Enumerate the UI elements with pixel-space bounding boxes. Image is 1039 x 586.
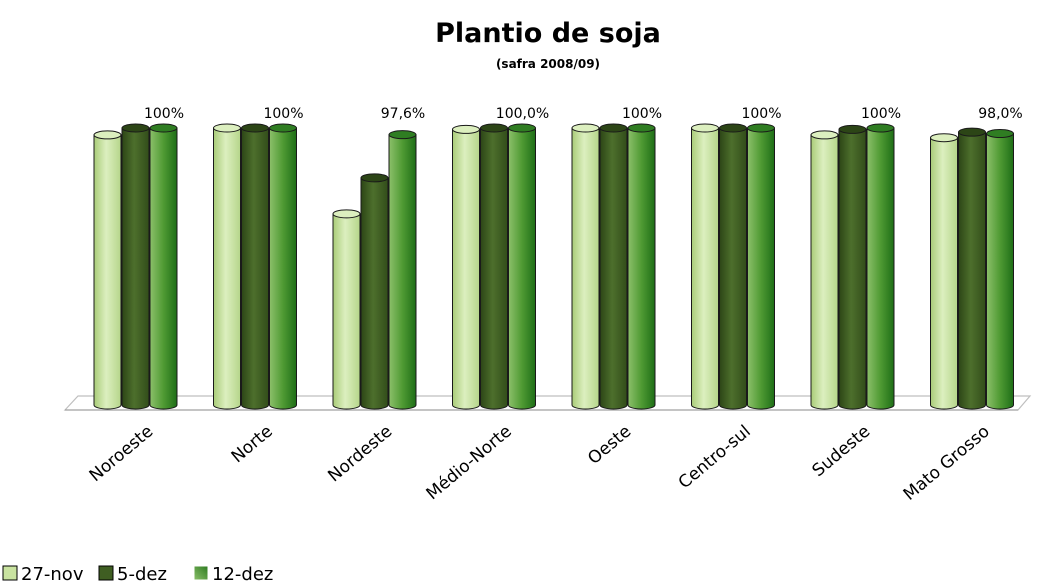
bar-norte-5-dez (241, 123, 269, 410)
legend-swatch-12-dez (193, 565, 209, 581)
data-label-centro-sul: 100% (741, 106, 781, 122)
bar-sudeste-5-dez (838, 124, 867, 410)
bar-centro-sul-5-dez (719, 123, 747, 410)
data-label-oeste: 100% (622, 106, 662, 122)
bar-noroeste-5-dez (121, 123, 150, 410)
bar-norte-12-dez (269, 123, 297, 410)
bar-oeste-5-dez (599, 123, 628, 410)
bar-medio-norte-12-dez (508, 123, 536, 410)
category-label-noroeste: Noroeste (86, 422, 158, 487)
bar-mato-grosso-27-nov (930, 133, 958, 410)
bar-centro-sul-12-dez (747, 123, 775, 410)
bar-nordeste-27-nov (332, 209, 361, 410)
category-label-medio-norte: Médio-Norte (423, 422, 516, 505)
legend-label-27-nov: 27-nov (21, 564, 84, 585)
category-label-nordeste: Nordeste (324, 422, 396, 487)
bar-oeste-27-nov (571, 123, 600, 410)
data-labels-layer: 100% 100% 97,6% 100,0% 100% 100% 100% 98,0% (144, 106, 1023, 122)
data-label-sudeste: 100% (861, 106, 901, 122)
category-label-centro-sul: Centro-sul (675, 422, 755, 494)
bar-centro-sul-27-nov (691, 123, 719, 410)
bar-nordeste-12-dez (388, 130, 417, 410)
bar-medio-norte-27-nov (452, 124, 480, 410)
chart-subtitle: (safra 2008/09) (496, 57, 600, 71)
bar-noroeste-27-nov (93, 130, 122, 410)
bar-mato-grosso-5-dez (958, 127, 986, 410)
bars-layer (93, 123, 1014, 410)
category-label-norte: Norte (228, 422, 277, 468)
legend: 27-nov 5-dez 12-dez (2, 564, 273, 585)
data-label-medio-norte: 100,0% (496, 106, 549, 122)
category-labels-layer: Noroeste Norte Nordeste Médio-Norte Oeste Cen… (86, 422, 994, 505)
bar-noroeste-12-dez (149, 123, 178, 410)
legend-item-27-nov: 27-nov (2, 564, 84, 585)
bar-norte-27-nov (213, 123, 241, 410)
legend-label-5-dez: 5-dez (117, 564, 167, 585)
category-label-oeste: Oeste (584, 422, 635, 469)
legend-swatch-5-dez (98, 565, 114, 581)
chart-title: Plantio de soja (435, 18, 661, 49)
data-label-nordeste: 97,6% (381, 106, 425, 122)
legend-swatch-27-nov (2, 565, 18, 581)
bar-sudeste-12-dez (866, 123, 895, 410)
bar-sudeste-27-nov (810, 130, 839, 410)
category-label-mato-grosso: Mato Grosso (900, 422, 994, 505)
legend-label-12-dez: 12-dez (212, 564, 273, 585)
legend-item-12-dez: 12-dez (193, 564, 273, 585)
bar-oeste-12-dez (627, 123, 656, 410)
bar-nordeste-5-dez (360, 173, 389, 410)
bar-mato-grosso-12-dez (986, 129, 1014, 410)
legend-item-5-dez: 5-dez (98, 564, 167, 585)
bar-medio-norte-5-dez (480, 123, 508, 410)
data-label-mato-grosso: 98,0% (978, 106, 1022, 122)
data-label-noroeste: 100% (144, 106, 184, 122)
category-label-sudeste: Sudeste (809, 422, 875, 482)
data-label-norte: 100% (263, 106, 303, 122)
